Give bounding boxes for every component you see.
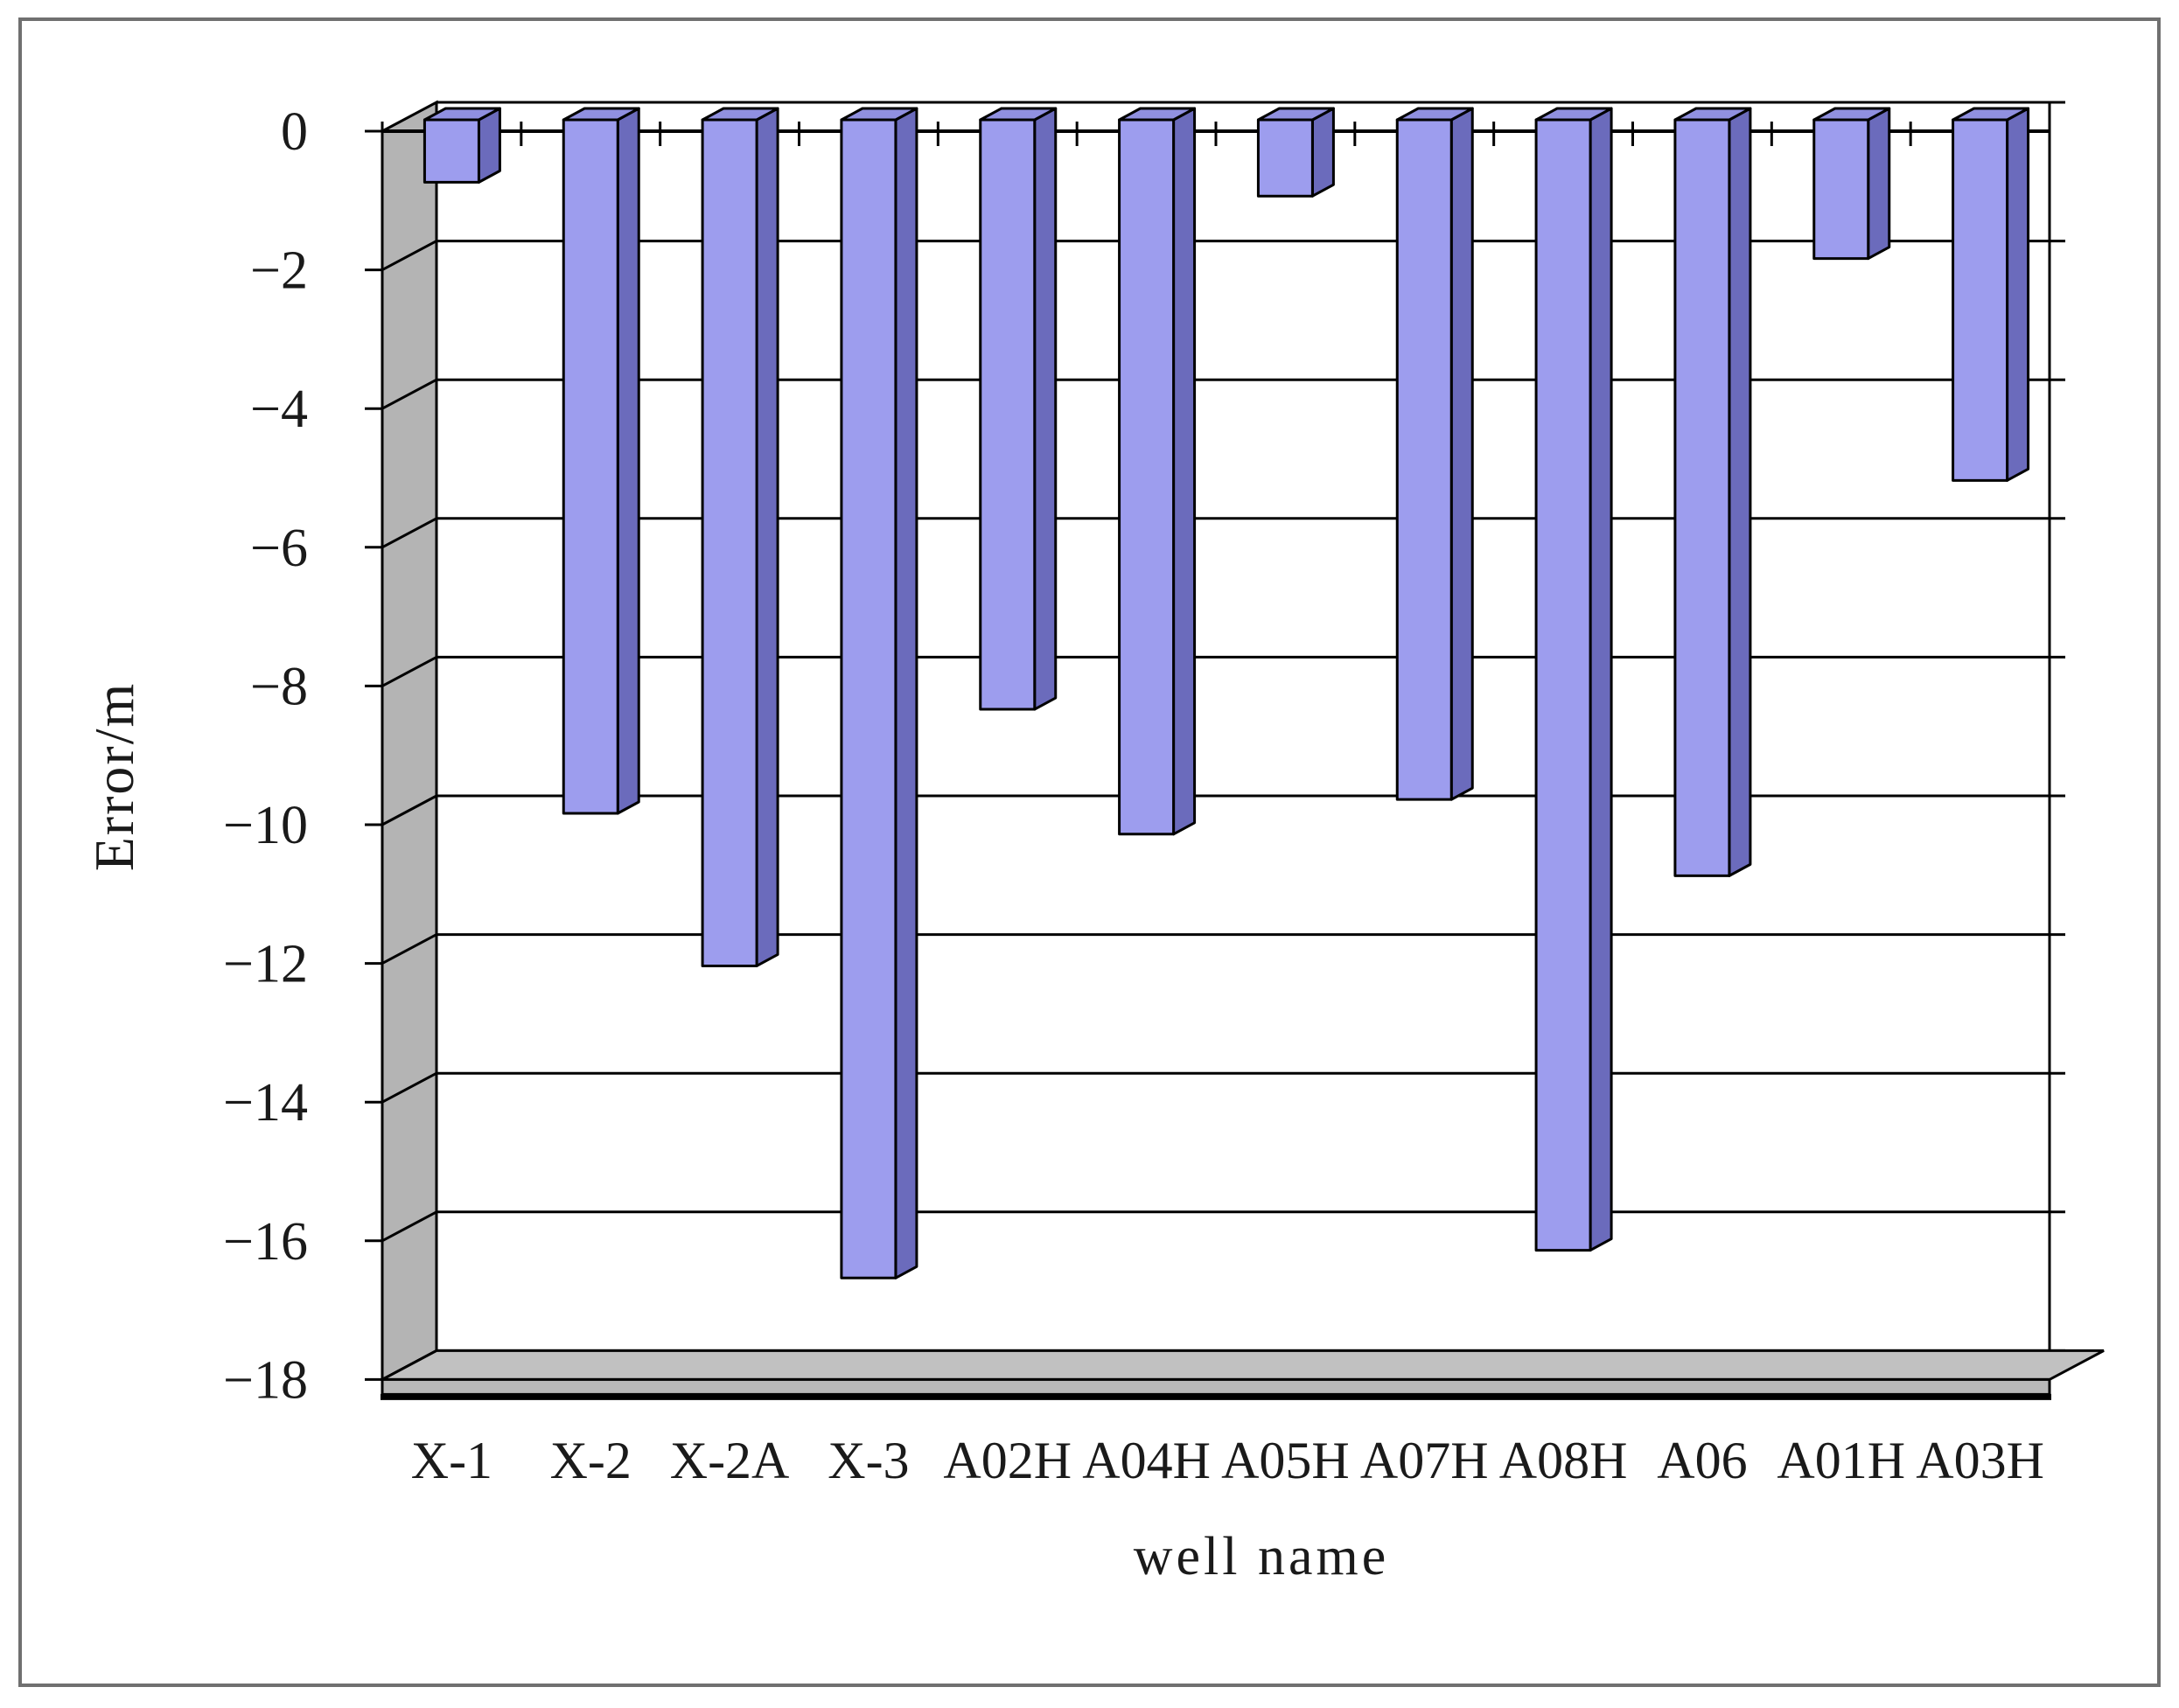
bar-A02H-side: [1033, 107, 1058, 711]
bar-X-3-side: [894, 107, 918, 1279]
y-tick-label: −8: [250, 657, 308, 716]
category-label: A08H: [1499, 1432, 1628, 1489]
wall-gridline-connector: [381, 933, 437, 965]
category-label: X-2: [550, 1432, 632, 1489]
y-tick-label: −4: [250, 380, 308, 439]
y-tick-label: −12: [223, 935, 308, 994]
y-tick-label: −10: [223, 796, 308, 855]
bar-A03H: [1952, 118, 2009, 482]
category-label: X-1: [411, 1432, 492, 1489]
y-tick-label: 0: [281, 102, 308, 162]
bar-A04H-side: [1172, 107, 1197, 836]
bar-X-2A: [701, 118, 758, 967]
bar-A05H: [1256, 118, 1314, 198]
left-wall: [381, 100, 438, 1382]
figure-frame: [18, 17, 2161, 1687]
category-label: A06: [1657, 1432, 1747, 1489]
bar-A08H: [1534, 118, 1592, 1252]
bar-X-3: [840, 118, 897, 1279]
bar-X-2: [562, 118, 619, 815]
bar-A07H: [1395, 118, 1453, 801]
bar-A08H-side: [1589, 107, 1613, 1252]
bar-A01H-side: [1867, 107, 1891, 261]
y-tick-label: −16: [223, 1212, 308, 1272]
y-axis-title: Error/m: [83, 682, 145, 872]
bar-A02H: [979, 118, 1037, 711]
y-tick-label: −18: [223, 1350, 308, 1410]
floor-front-face: [381, 1377, 2051, 1396]
bar-X-2-side: [616, 107, 640, 815]
wall-gridline-connector: [381, 656, 437, 687]
wall-gridline-connector: [381, 240, 437, 271]
y-tick-label: −6: [250, 519, 308, 578]
y-tick-label: −14: [223, 1073, 308, 1133]
wall-gridline-connector: [381, 517, 437, 549]
floor-top: [381, 1349, 2105, 1381]
bar-X-1: [423, 118, 480, 184]
category-label: A04H: [1082, 1432, 1211, 1489]
wall-gridline-connector: [381, 794, 437, 826]
category-label: A07H: [1360, 1432, 1489, 1489]
wall-gridline-connector: [381, 1071, 437, 1104]
bar-A01H: [1812, 118, 1870, 261]
bar-A03H-side: [2006, 107, 2030, 482]
bar-A06-side: [1728, 107, 1752, 877]
category-label: X-3: [828, 1432, 909, 1489]
bar-A05H-side: [1310, 107, 1335, 198]
category-label: A01H: [1777, 1432, 1905, 1489]
x-axis-title: well name: [1134, 1527, 1390, 1586]
category-label: A02H: [943, 1432, 1072, 1489]
category-label: A03H: [1916, 1432, 2044, 1489]
plot-area: 0 −2 −4 −6 −8 −10 −12 −14 −16 −18 X-1 X-2 X-2A X-3 A02…: [223, 100, 2105, 1489]
bar-X-2A-side: [755, 107, 779, 967]
bar-A06: [1673, 118, 1731, 877]
wall-gridline-connector: [381, 378, 437, 410]
category-label: A05H: [1221, 1432, 1350, 1489]
wall-gridline-connector: [381, 1210, 437, 1243]
bar-A04H: [1118, 118, 1176, 836]
bar-A07H-side: [1449, 107, 1474, 801]
y-tick-label: −2: [250, 241, 308, 301]
category-label: X-2A: [670, 1432, 790, 1489]
